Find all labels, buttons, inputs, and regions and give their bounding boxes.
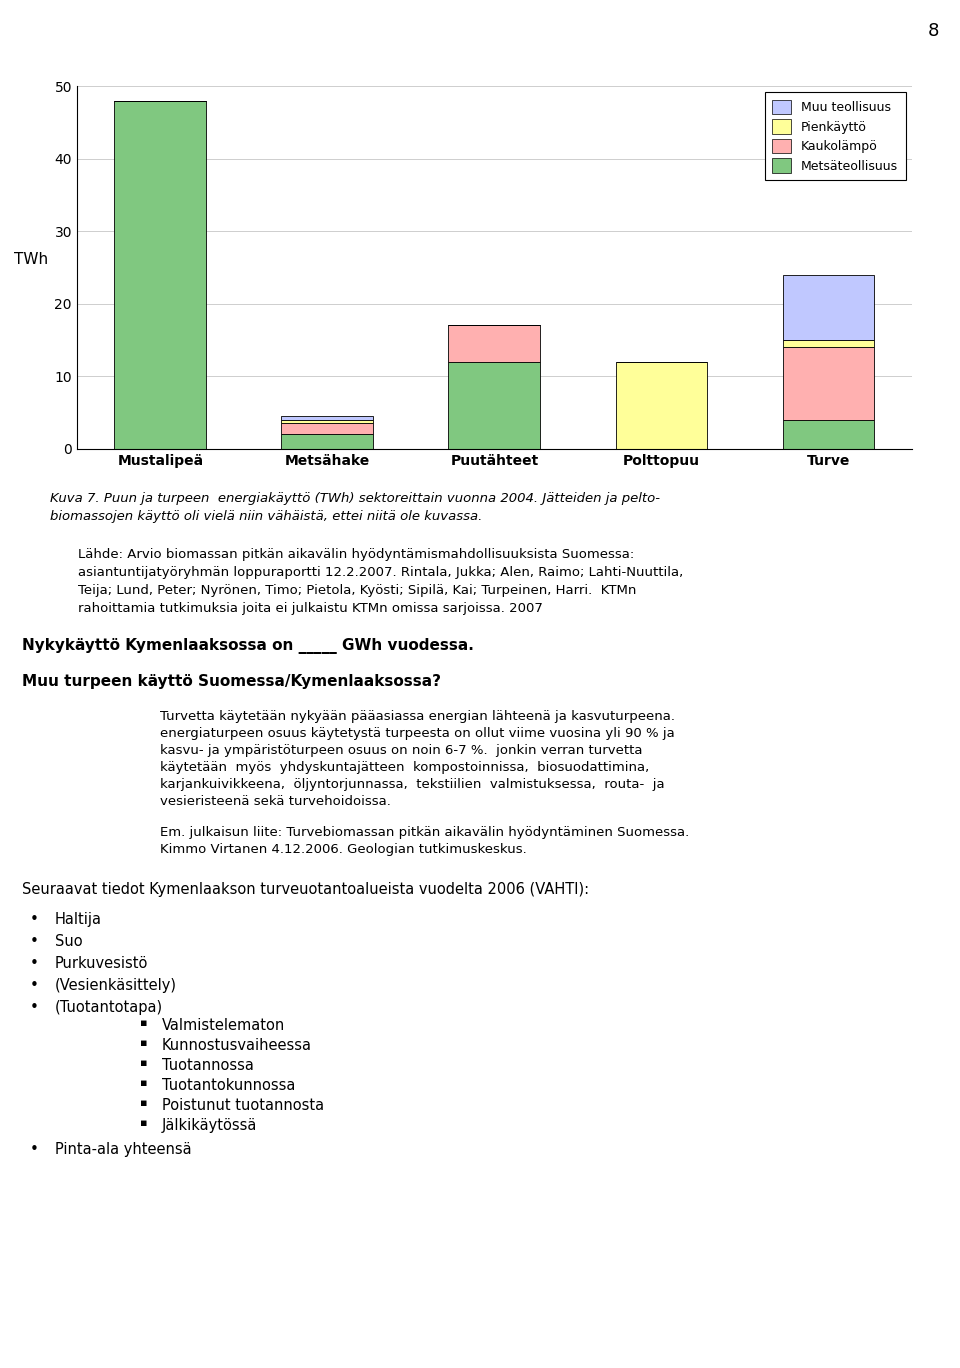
Text: karjankuivikkeena,  öljyntorjunnassa,  tekstiilien  valmistuksessa,  routa-  ja: karjankuivikkeena, öljyntorjunnassa, tek… bbox=[160, 778, 664, 791]
Text: 8: 8 bbox=[928, 22, 940, 40]
Text: •: • bbox=[30, 978, 38, 993]
Text: ▪: ▪ bbox=[140, 1018, 148, 1027]
Text: Kuva 7. Puun ja turpeen  energiakäyttö (TWh) sektoreittain vuonna 2004. Jätteide: Kuva 7. Puun ja turpeen energiakäyttö (T… bbox=[50, 492, 660, 505]
Bar bbox=[281, 420, 373, 423]
Bar bbox=[281, 416, 373, 420]
Text: rahoittamia tutkimuksia joita ei julkaistu KTMn omissa sarjoissa. 2007: rahoittamia tutkimuksia joita ei julkais… bbox=[78, 602, 542, 616]
Text: (Vesienkäsittely): (Vesienkäsittely) bbox=[55, 978, 177, 993]
Text: Tuotantokunnossa: Tuotantokunnossa bbox=[162, 1078, 296, 1093]
Bar bbox=[615, 361, 708, 449]
Text: vesieristeenä sekä turvehoidoissa.: vesieristeenä sekä turvehoidoissa. bbox=[160, 795, 391, 808]
Bar bbox=[114, 101, 206, 449]
Legend: Muu teollisuus, Pienkäyttö, Kaukolämpö, Metsäteollisuus: Muu teollisuus, Pienkäyttö, Kaukolämpö, … bbox=[765, 93, 905, 181]
Bar bbox=[782, 347, 875, 420]
Y-axis label: TWh: TWh bbox=[13, 253, 48, 268]
Text: Kimmo Virtanen 4.12.2006. Geologian tutkimuskeskus.: Kimmo Virtanen 4.12.2006. Geologian tutk… bbox=[160, 843, 527, 856]
Bar bbox=[448, 326, 540, 361]
Text: •: • bbox=[30, 1142, 38, 1157]
Text: Purkuvesistö: Purkuvesistö bbox=[55, 956, 149, 971]
Text: Tuotannossa: Tuotannossa bbox=[162, 1057, 253, 1073]
Text: Jälkikäytössä: Jälkikäytössä bbox=[162, 1118, 257, 1133]
Text: •: • bbox=[30, 934, 38, 949]
Text: Muu turpeen käyttö Suomessa/Kymenlaaksossa?: Muu turpeen käyttö Suomessa/Kymenlaaksos… bbox=[22, 674, 441, 689]
Text: Nykykäyttö Kymenlaaksossa on _____ GWh vuodessa.: Nykykäyttö Kymenlaaksossa on _____ GWh v… bbox=[22, 637, 474, 654]
Text: Kunnostusvaiheessa: Kunnostusvaiheessa bbox=[162, 1038, 312, 1053]
Text: asiantuntijatyöryhmän loppuraportti 12.2.2007. Rintala, Jukka; Alen, Raimo; Laht: asiantuntijatyöryhmän loppuraportti 12.2… bbox=[78, 566, 684, 579]
Text: Teija; Lund, Peter; Nyrönen, Timo; Pietola, Kyösti; Sipilä, Kai; Turpeinen, Harr: Teija; Lund, Peter; Nyrönen, Timo; Pieto… bbox=[78, 584, 636, 596]
Text: •: • bbox=[30, 1000, 38, 1015]
Text: Haltija: Haltija bbox=[55, 912, 102, 928]
Bar bbox=[782, 420, 875, 449]
Text: •: • bbox=[30, 912, 38, 928]
Text: ▪: ▪ bbox=[140, 1099, 148, 1108]
Bar bbox=[281, 423, 373, 434]
Text: Lähde: Arvio biomassan pitkän aikavälin hyödyntämismahdollisuuksista Suomessa:: Lähde: Arvio biomassan pitkän aikavälin … bbox=[78, 549, 635, 561]
Text: Seuraavat tiedot Kymenlaakson turveuotantoalueista vuodelta 2006 (VAHTI):: Seuraavat tiedot Kymenlaakson turveuotan… bbox=[22, 882, 589, 897]
Text: Em. julkaisun liite: Turvebiomassan pitkän aikavälin hyödyntäminen Suomessa.: Em. julkaisun liite: Turvebiomassan pitk… bbox=[160, 826, 689, 839]
Text: Pinta-ala yhteensä: Pinta-ala yhteensä bbox=[55, 1142, 192, 1157]
Text: Turvetta käytetään nykyään pääasiassa energian lähteenä ja kasvuturpeena.: Turvetta käytetään nykyään pääasiassa en… bbox=[160, 710, 675, 724]
Bar bbox=[782, 275, 875, 339]
Text: ▪: ▪ bbox=[140, 1057, 148, 1068]
Text: kasvu- ja ympäristöturpeen osuus on noin 6-7 %.  jonkin verran turvetta: kasvu- ja ympäristöturpeen osuus on noin… bbox=[160, 744, 642, 757]
Text: ▪: ▪ bbox=[140, 1038, 148, 1048]
Bar bbox=[782, 341, 875, 347]
Text: ▪: ▪ bbox=[140, 1118, 148, 1129]
Bar bbox=[281, 434, 373, 449]
Text: Suo: Suo bbox=[55, 934, 83, 949]
Text: käytetään  myös  yhdyskuntajätteen  kompostoinnissa,  biosuodattimina,: käytetään myös yhdyskuntajätteen kompost… bbox=[160, 761, 649, 774]
Text: ▪: ▪ bbox=[140, 1078, 148, 1088]
Text: Poistunut tuotannosta: Poistunut tuotannosta bbox=[162, 1099, 324, 1114]
Bar bbox=[448, 361, 540, 449]
Text: Valmistelematon: Valmistelematon bbox=[162, 1018, 285, 1033]
Text: •: • bbox=[30, 956, 38, 971]
Text: energiaturpeen osuus käytetystä turpeesta on ollut viime vuosina yli 90 % ja: energiaturpeen osuus käytetystä turpeest… bbox=[160, 726, 675, 740]
Text: (Tuotantotapa): (Tuotantotapa) bbox=[55, 1000, 163, 1015]
Text: biomassojen käyttö oli vielä niin vähäistä, ettei niitä ole kuvassa.: biomassojen käyttö oli vielä niin vähäis… bbox=[50, 510, 482, 523]
